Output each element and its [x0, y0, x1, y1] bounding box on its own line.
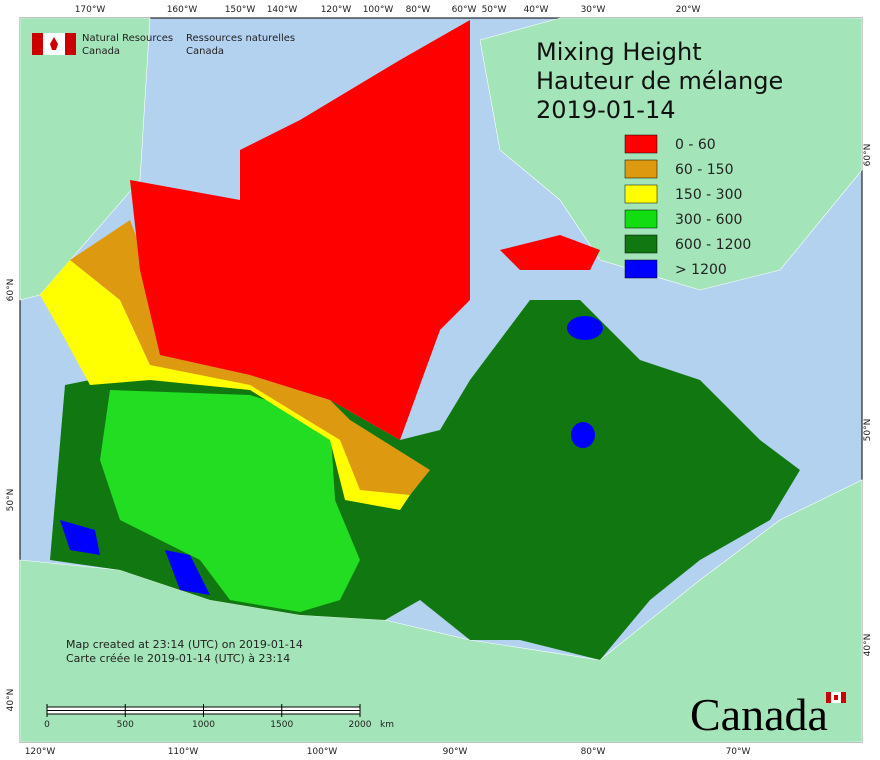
legend-label: 0 - 60 [675, 137, 716, 153]
mixing-height-areas [40, 20, 800, 660]
scale-label: 500 [117, 720, 134, 730]
legend-swatch [624, 259, 658, 279]
scale-unit: km [380, 720, 394, 730]
org-name-en: Natural Resources [82, 33, 173, 44]
legend-label: 600 - 1200 [675, 237, 751, 253]
graticule-label: 40°W [524, 5, 549, 15]
graticule-label: 80°W [581, 747, 606, 757]
graticule-label: 170°W [75, 5, 106, 15]
legend-label: 150 - 300 [675, 187, 742, 203]
graticule-label: 60°N [863, 144, 873, 167]
legend-swatch [624, 209, 658, 229]
graticule-label: 90°W [443, 747, 468, 757]
wordmark: Canada [690, 689, 828, 740]
graticule-label: 120°W [321, 5, 352, 15]
graticule-label: 110°W [168, 747, 199, 757]
graticule-label: 40°N [6, 689, 16, 712]
graticule-label: 120°W [25, 747, 56, 757]
graticule-label: 50°N [6, 489, 16, 512]
legend-label: 300 - 600 [675, 212, 742, 228]
map-title: Mixing Height [536, 38, 702, 66]
map-title: Hauteur de mélange [536, 67, 783, 95]
wordmark-flag [826, 692, 846, 703]
graticule-label: 100°W [307, 747, 338, 757]
scale-label: 1000 [192, 720, 215, 730]
org-name-fr: Ressources naturelles [186, 33, 295, 44]
map-note: Carte créée le 2019-01-14 (UTC) à 23:14 [66, 652, 290, 665]
legend-swatch [624, 159, 658, 179]
scale-label: 1500 [270, 720, 293, 730]
graticule-label: 70°W [726, 747, 751, 757]
legend-swatch [624, 234, 658, 254]
graticule-label: 60°N [6, 279, 16, 302]
graticule-label: 160°W [167, 5, 198, 15]
scale-label: 0 [44, 720, 50, 730]
org-name-en: Canada [82, 46, 120, 57]
graticule-label: 50°W [482, 5, 507, 15]
legend-label: 60 - 150 [675, 162, 734, 178]
land-background [19, 17, 863, 743]
graticule-label: 40°N [863, 634, 873, 657]
org-name-fr: Canada [186, 46, 224, 57]
legend-swatch [624, 134, 658, 154]
graticule-label: 20°W [676, 5, 701, 15]
graticule-label: 150°W [225, 5, 256, 15]
scale-label: 2000 [349, 720, 372, 730]
graticule-label: 80°W [406, 5, 431, 15]
legend-label: > 1200 [675, 262, 727, 278]
map-title: 2019-01-14 [536, 96, 675, 124]
map-note: Map created at 23:14 (UTC) on 2019-01-14 [66, 638, 303, 651]
graticule-label: 140°W [267, 5, 298, 15]
graticule-label: 50°N [863, 419, 873, 442]
graticule-label: 60°W [452, 5, 477, 15]
graticule-label: 30°W [581, 5, 606, 15]
graticule-label: 100°W [363, 5, 394, 15]
legend-swatch [624, 184, 658, 204]
flag-icon [32, 33, 76, 55]
